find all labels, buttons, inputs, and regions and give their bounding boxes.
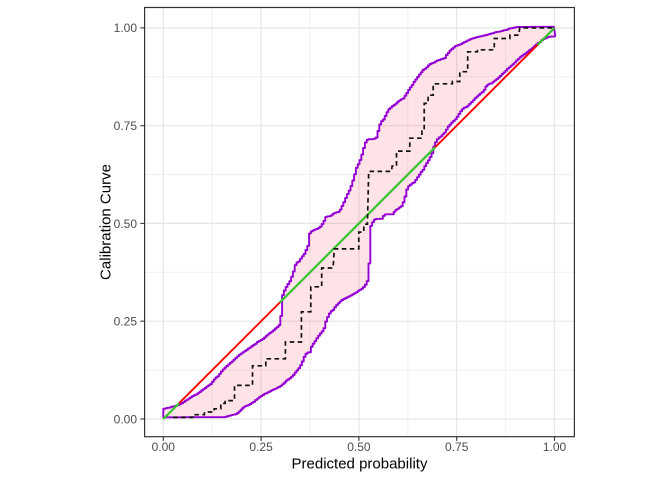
svg-text:Calibration Curve: Calibration Curve	[98, 164, 115, 280]
svg-text:1.00: 1.00	[543, 440, 567, 454]
svg-text:Predicted probability: Predicted probability	[292, 456, 428, 473]
svg-text:0.25: 0.25	[249, 440, 273, 454]
svg-text:0.50: 0.50	[347, 440, 371, 454]
svg-text:0.00: 0.00	[152, 440, 176, 454]
svg-text:0.00: 0.00	[114, 412, 138, 426]
svg-text:0.25: 0.25	[114, 315, 138, 329]
svg-text:1.00: 1.00	[114, 21, 138, 35]
svg-text:0.50: 0.50	[114, 217, 138, 231]
svg-text:0.75: 0.75	[114, 119, 138, 133]
svg-text:0.75: 0.75	[445, 440, 469, 454]
